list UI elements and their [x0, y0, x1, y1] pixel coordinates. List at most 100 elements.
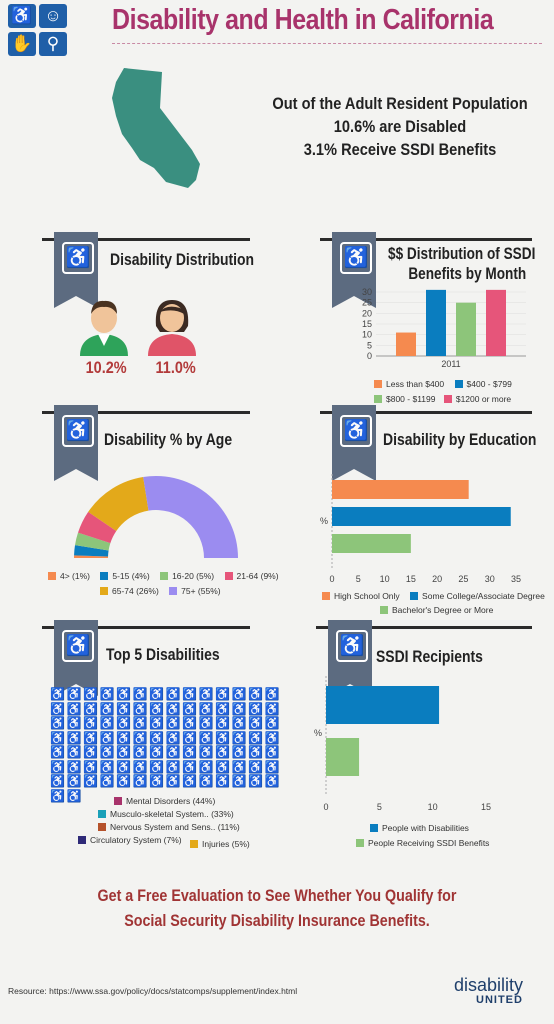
wheelchair-icon: ♿ [198, 716, 214, 730]
legend-item: 16-20 (5%) [160, 571, 214, 581]
wheelchair-icon: ♿ [116, 745, 131, 759]
male-avatar-icon [80, 300, 128, 356]
wheelchair-icon: ♿ [198, 730, 214, 745]
wheelchair-icon: ♿ [50, 687, 65, 701]
wheelchair-icon: ♿ [198, 687, 214, 701]
donut-slice [78, 511, 117, 544]
wheelchair-icon: ♿ [116, 716, 131, 730]
wheelchair-icon: ♿ [99, 701, 115, 716]
wheelchair-icon: ♿ [340, 242, 372, 274]
wheelchair-icon: ♿ [83, 687, 98, 701]
wheelchair-icon: ♿ [149, 759, 164, 774]
y-tick-label: 0 [367, 351, 372, 361]
wheelchair-icon: ♿ [62, 242, 94, 274]
top5-pictograph: ♿ ♿ ♿ ♿ ♿ ♿ ♿ ♿ ♿ ♿ ♿ ♿ ♿ ♿ ♿ ♿ ♿ ♿ ♿ ♿ ♿ ♿ ♿ ♿ ♿ ♿ ♿ ♿ ♿ ♿ ♿ ♿ ♿ ♿ ♿ ♿ ♿ ♿ ♿ ♿… [50, 687, 290, 802]
legend-item: 4> (1%) [48, 571, 90, 581]
section-rule [316, 626, 532, 629]
brand-top: disability [454, 975, 524, 995]
bar [326, 738, 360, 776]
legend-education: High School Only Some College/Associate … [322, 591, 545, 601]
wheelchair-icon: ♿ [264, 716, 280, 730]
legend-item: People Receiving SSDI Benefits [356, 838, 489, 848]
legend-item: Nervous System and Sens.. (11%) [98, 822, 298, 832]
wheelchair-icon: ♿ [182, 730, 197, 745]
wheelchair-icon: ♿ [99, 687, 115, 701]
x-tick-label: 20 [432, 574, 442, 584]
y-tick-label: 5 [367, 340, 372, 350]
wheelchair-icon: ♿ [50, 730, 65, 745]
wheelchair-icon: ♿ [149, 701, 164, 716]
wheelchair-icon: ♿ [99, 759, 115, 774]
legend-item: Musculo-skeletal System.. (33%) [98, 809, 298, 819]
brand-bottom: UNITED [476, 994, 523, 1006]
section-title-ssdi-month: $$ Distribution of SSDI Benefits by Mont… [388, 244, 535, 284]
title-divider [112, 43, 542, 44]
y-tick-label: 25 [362, 298, 372, 308]
age-donut-chart [74, 476, 238, 558]
resource-link[interactable]: Resource: https://www.ssa.gov/policy/doc… [8, 986, 298, 996]
section-ribbon: ♿ [54, 232, 98, 308]
bar [332, 507, 511, 526]
head-icon: ☺ [39, 4, 67, 28]
section-title-education: Disability by Education [383, 430, 537, 449]
wheelchair-icon: ♿ [83, 730, 98, 745]
accessibility-logo: ♿ ☺ ✋ ⚲ [8, 4, 68, 58]
wheelchair-icon: ♿ [132, 745, 148, 759]
headline-line-1: Out of the Adult Resident Population [272, 94, 528, 113]
call-to-action: Get a Free Evaluation to See Whether You… [97, 886, 457, 930]
wheelchair-icon: ♿ [132, 716, 148, 730]
wheelchair-icon: ♿ [165, 745, 181, 759]
wheelchair-icon: ♿ [66, 774, 82, 788]
wheelchair-icon: ♿ [165, 701, 181, 716]
legend-item: Less than $400 [374, 379, 444, 389]
section-ribbon: ♿ [332, 232, 376, 308]
wheelchair-icon: ♿ [116, 730, 131, 745]
wheelchair-icon: ♿ [264, 745, 280, 759]
wheelchair-icon: ♿ [99, 774, 115, 788]
recipients-chart: % 0 5 10 15 [314, 676, 491, 812]
section-rule [42, 626, 250, 629]
headline-line-3: 3.1% Receive SSDI Benefits [303, 140, 497, 159]
donut-slice [74, 545, 109, 557]
wheelchair-icon: ♿ [132, 774, 148, 788]
wheelchair-icon: ♿ [248, 687, 263, 701]
legend-item: People with Disabilities [370, 823, 469, 833]
wheelchair-icon: ♿ [198, 701, 214, 716]
donut-slice [75, 532, 111, 551]
wheelchair-icon: ♿ [66, 788, 82, 803]
wheelchair-icon: ♿ [116, 701, 131, 716]
wheelchair-icon: ♿ [248, 730, 263, 745]
bar [332, 480, 469, 499]
wheelchair-icon: ♿ [198, 745, 214, 759]
x-tick-label: 10 [428, 802, 438, 812]
headline: Out of the Adult Resident Population 10.… [271, 92, 529, 161]
legend-item: $1200 or more [443, 394, 511, 404]
wheelchair-icon: ♿ [116, 759, 131, 774]
legend-month: Less than $400 $400 - $799 [374, 379, 512, 389]
wheelchair-icon: ♿ [8, 4, 36, 28]
wheelchair-icon: ♿ [231, 759, 247, 774]
title-line-1: $$ Distribution of SSDI [388, 244, 536, 263]
section-title-top5: Top 5 Disabilities [106, 645, 220, 664]
bar [426, 289, 446, 356]
headline-line-2: 10.6% are Disabled [333, 117, 467, 136]
page-title: Disability and Health in California [112, 4, 494, 36]
x-tick-label: 25 [458, 574, 468, 584]
section-rule [320, 411, 532, 414]
x-tick-label: 0 [329, 574, 334, 584]
male-percent: 10.2% [85, 358, 127, 377]
legend-item: Bachelor's Degree or More [380, 605, 493, 615]
section-rule [42, 411, 250, 414]
wheelchair-icon: ♿ [165, 759, 181, 774]
wheelchair-icon: ♿ [264, 774, 280, 788]
wheelchair-icon: ♿ [83, 716, 98, 730]
wheelchair-icon: ♿ [99, 716, 115, 730]
legend-item: Mental Disorders (44%) [114, 796, 314, 806]
wheelchair-icon: ♿ [66, 687, 82, 701]
legend-age: 65-74 (26%) 75+ (55%) [100, 586, 221, 596]
y-tick-label: 20 [362, 308, 372, 318]
x-tick-label: 30 [485, 574, 495, 584]
wheelchair-icon: ♿ [264, 730, 280, 745]
wheelchair-icon: ♿ [83, 701, 98, 716]
section-rule [42, 238, 250, 241]
